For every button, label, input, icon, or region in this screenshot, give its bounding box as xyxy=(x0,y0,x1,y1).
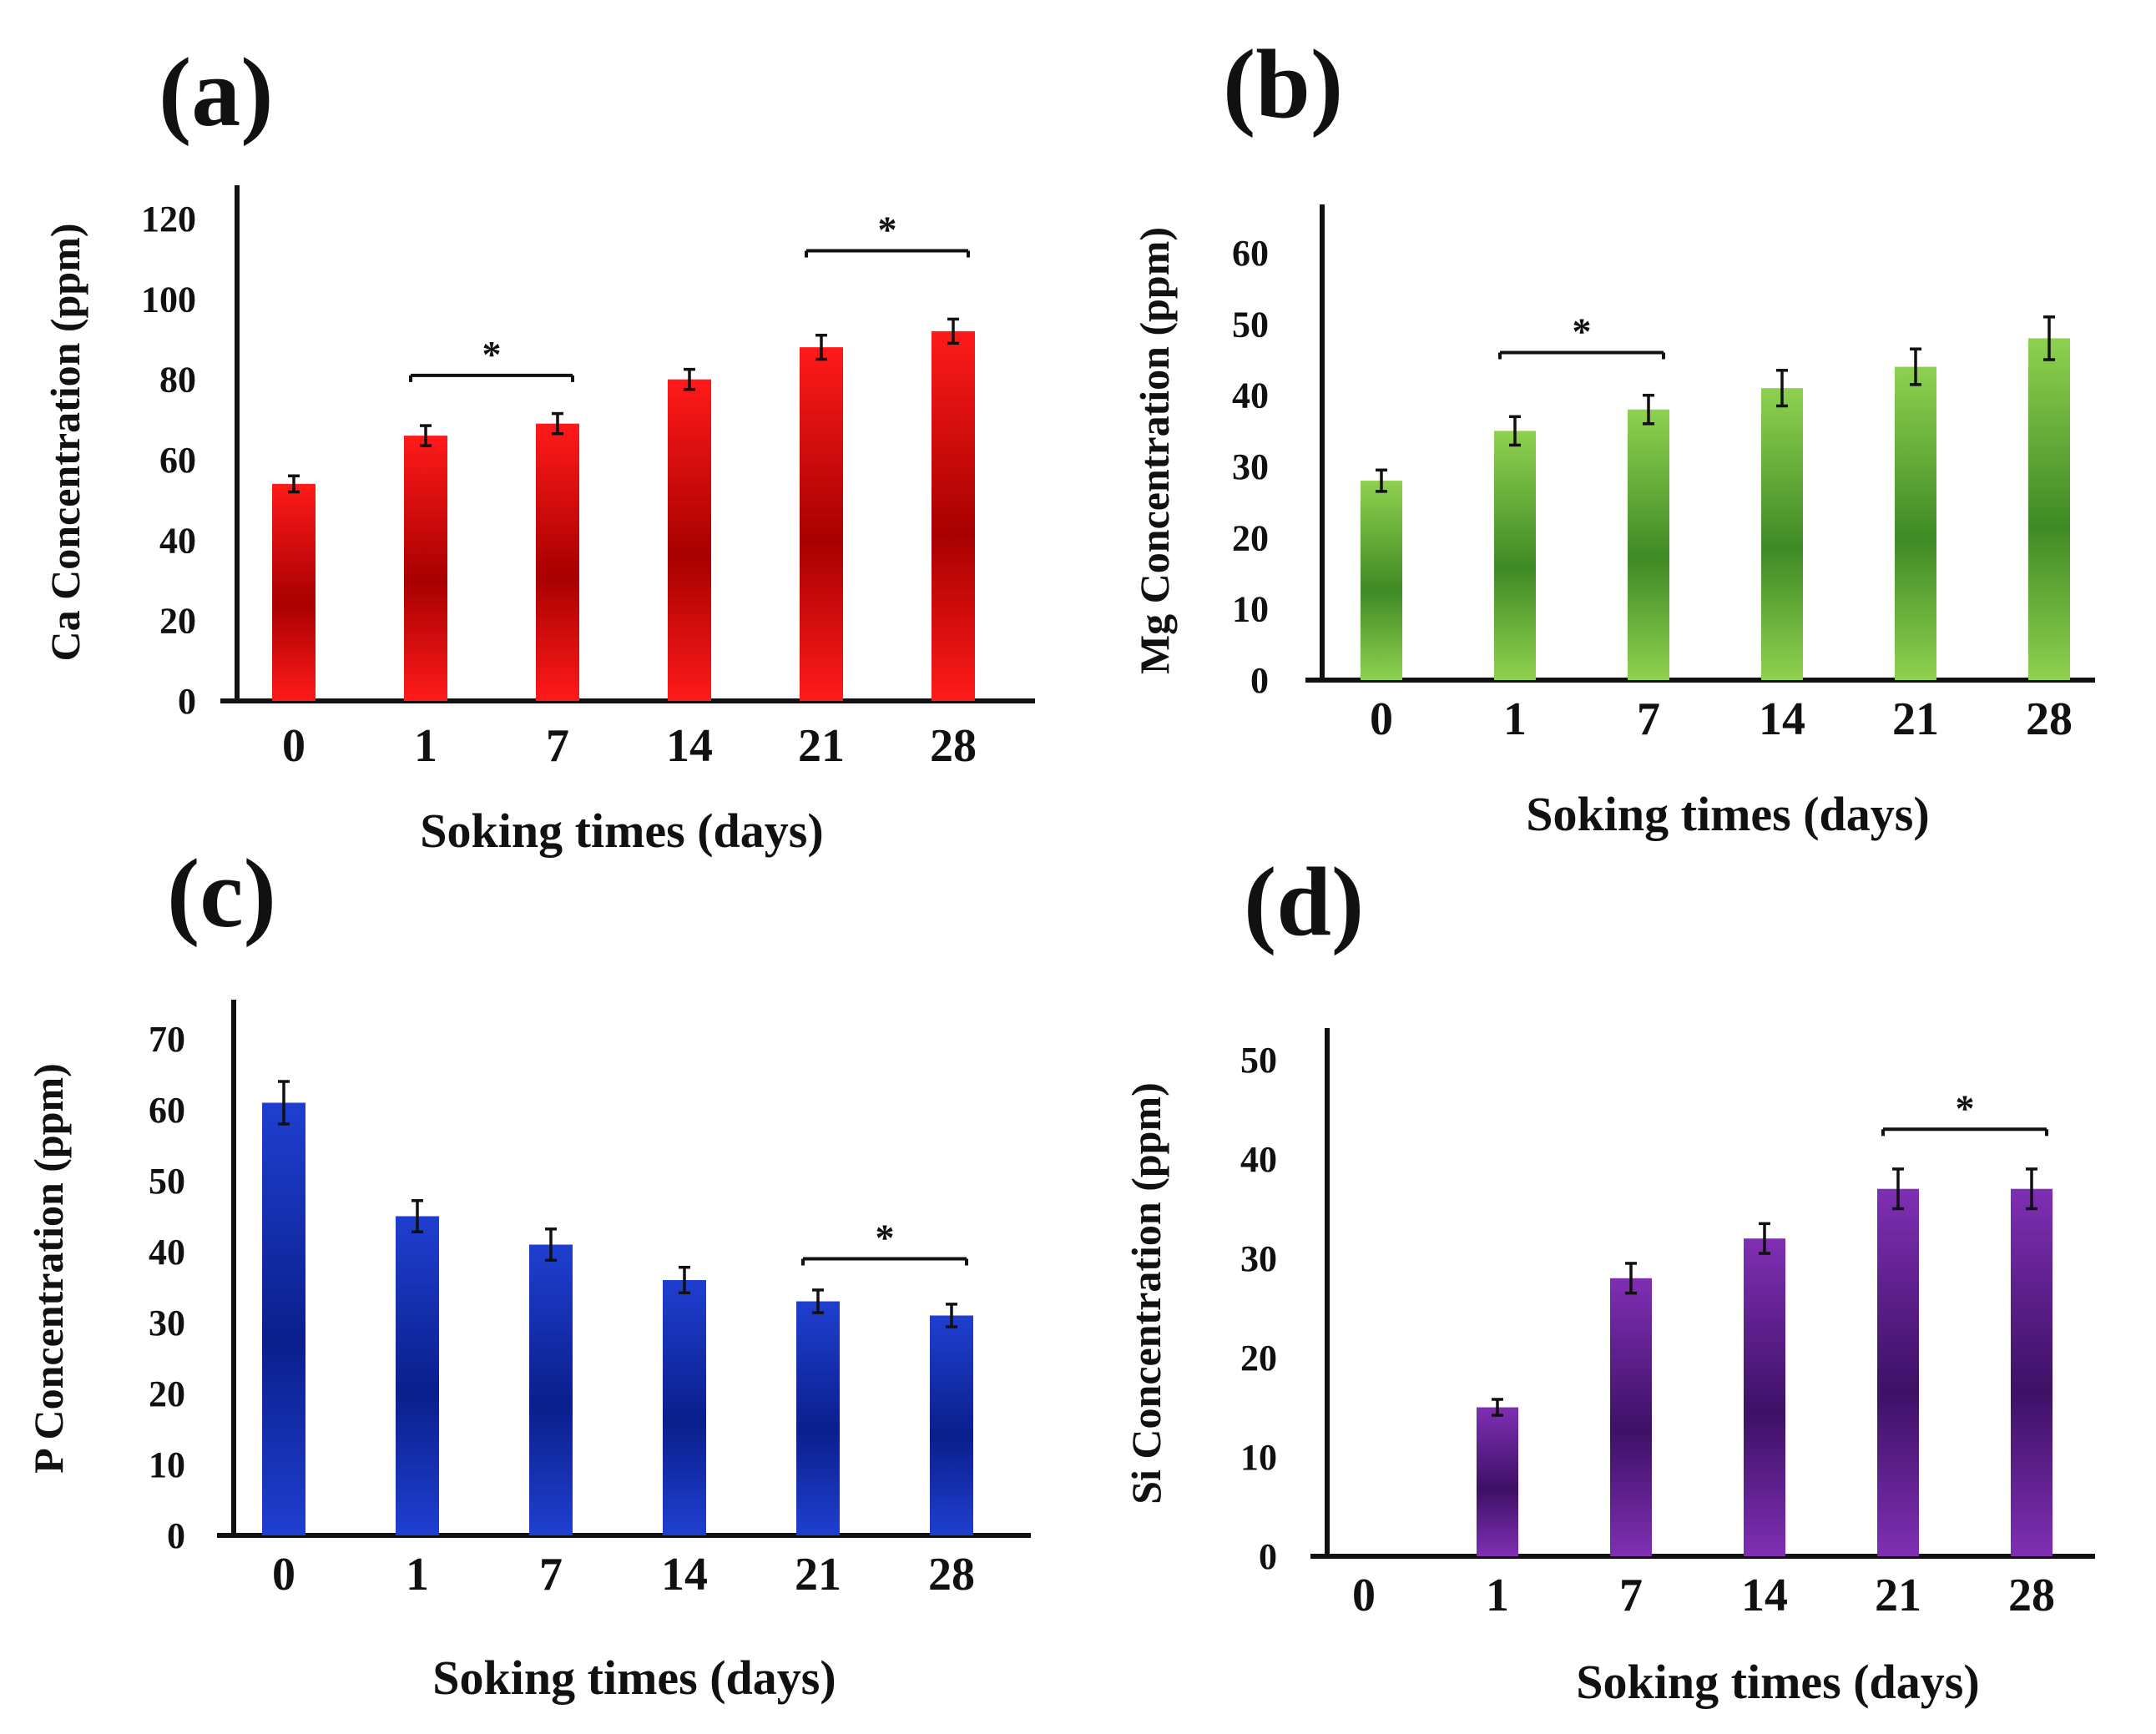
bar xyxy=(1628,409,1669,680)
bar xyxy=(272,483,316,701)
x-tick-label: 21 xyxy=(795,1549,841,1600)
x-tick-label: 7 xyxy=(1637,693,1660,745)
y-tick-label: 60 xyxy=(149,1090,185,1131)
y-tick-label: 10 xyxy=(149,1444,185,1485)
bar xyxy=(2028,338,2070,680)
x-tick-label: 14 xyxy=(1741,1570,1788,1621)
x-tick-label: 14 xyxy=(661,1549,708,1600)
bar xyxy=(800,347,843,701)
x-tick-label: 21 xyxy=(798,720,845,772)
significance-star: * xyxy=(1573,310,1592,352)
bar xyxy=(1877,1188,1919,1556)
bar xyxy=(1895,366,1936,680)
bar xyxy=(2011,1188,2052,1556)
bar xyxy=(1761,388,1803,680)
y-axis-label: Ca Concentration (ppm) xyxy=(42,224,88,662)
y-tick-label: 30 xyxy=(1240,1238,1277,1279)
chart-panel-1: (a) 0 20 40 60 80 100 120 0 1 7 14 21 28 * * Ca Concentr… xyxy=(42,38,1035,858)
y-tick-label: 30 xyxy=(149,1303,185,1343)
panel-label: (a) xyxy=(159,38,274,147)
y-tick-label: 60 xyxy=(159,440,196,481)
x-axis-label: Soking times (days) xyxy=(1576,1655,1979,1709)
y-tick-label: 20 xyxy=(159,601,196,642)
y-tick-label: 100 xyxy=(141,279,196,320)
x-tick-label: 7 xyxy=(539,1549,563,1600)
x-tick-label: 21 xyxy=(1892,693,1939,745)
x-tick-label: 1 xyxy=(406,1549,429,1600)
bar xyxy=(536,423,579,701)
y-axis-label: P Concentration (ppm) xyxy=(25,1063,72,1474)
x-tick-label: 0 xyxy=(1352,1570,1376,1621)
y-tick-label: 40 xyxy=(149,1232,185,1273)
y-tick-label: 50 xyxy=(1240,1040,1277,1081)
x-tick-label: 0 xyxy=(272,1549,295,1600)
significance-star: * xyxy=(482,333,502,376)
y-tick-label: 20 xyxy=(1240,1338,1277,1379)
y-tick-label: 0 xyxy=(1250,660,1269,701)
x-tick-label: 14 xyxy=(1759,693,1805,745)
bar xyxy=(1494,431,1536,680)
y-tick-label: 20 xyxy=(149,1374,185,1414)
bar xyxy=(663,1280,706,1535)
x-tick-label: 28 xyxy=(2008,1570,2055,1621)
x-axis-label: Soking times (days) xyxy=(432,1651,836,1705)
x-tick-label: 1 xyxy=(414,720,437,772)
x-axis-label: Soking times (days) xyxy=(1526,787,1929,841)
bar xyxy=(932,330,975,701)
y-axis-label: Si Concentration (ppm) xyxy=(1123,1082,1169,1505)
x-tick-label: 0 xyxy=(282,720,305,772)
y-tick-label: 50 xyxy=(1232,304,1269,345)
panel-label: (c) xyxy=(167,839,276,948)
x-tick-label: 14 xyxy=(666,720,713,772)
bar xyxy=(796,1301,840,1535)
y-tick-label: 50 xyxy=(149,1161,185,1202)
bar xyxy=(404,436,447,701)
chart-panel-2: (b) 0 10 20 30 40 50 60 0 1 7 14 21 28 * Mg Concentrati… xyxy=(1131,29,2095,841)
chart-panel-4: (d) 0 10 20 30 40 50 0 1 7 14 21 28 * Si Concentration… xyxy=(1123,847,2095,1709)
y-tick-label: 70 xyxy=(149,1019,185,1060)
y-tick-label: 120 xyxy=(141,199,196,239)
significance-star: * xyxy=(1956,1086,1975,1129)
significance-star: * xyxy=(876,1217,895,1259)
x-tick-label: 28 xyxy=(928,1549,975,1600)
x-tick-label: 28 xyxy=(930,720,977,772)
y-tick-label: 40 xyxy=(1240,1139,1277,1180)
y-tick-label: 0 xyxy=(1259,1536,1277,1577)
x-tick-label: 7 xyxy=(1619,1570,1643,1621)
bar xyxy=(668,379,711,701)
x-tick-label: 28 xyxy=(2026,693,2073,745)
y-tick-label: 40 xyxy=(1232,376,1269,416)
y-tick-label: 30 xyxy=(1232,446,1269,487)
y-tick-label: 10 xyxy=(1232,589,1269,630)
y-tick-label: 0 xyxy=(178,681,196,722)
bar xyxy=(1610,1278,1652,1556)
y-tick-label: 10 xyxy=(1240,1437,1277,1478)
x-tick-label: 21 xyxy=(1875,1570,1921,1621)
chart-panel-3: (c) 0 10 20 30 40 50 60 70 0 1 7 14 21 28 * P Concentrat… xyxy=(25,839,1031,1705)
bar xyxy=(1744,1238,1785,1556)
y-tick-label: 0 xyxy=(167,1515,185,1556)
bar xyxy=(930,1315,973,1535)
panel-label: (d) xyxy=(1244,847,1364,956)
significance-star: * xyxy=(878,209,897,251)
x-tick-label: 1 xyxy=(1503,693,1527,745)
x-tick-label: 1 xyxy=(1486,1570,1509,1621)
y-axis-label: Mg Concentration (ppm) xyxy=(1131,227,1178,674)
x-tick-label: 0 xyxy=(1370,693,1393,745)
bar xyxy=(529,1244,573,1535)
bar xyxy=(396,1216,439,1535)
x-axis-label: Soking times (days) xyxy=(420,804,823,858)
panel-label: (b) xyxy=(1223,29,1343,139)
x-tick-label: 7 xyxy=(546,720,569,772)
y-tick-label: 80 xyxy=(159,360,196,401)
y-tick-label: 40 xyxy=(159,520,196,561)
bar xyxy=(1361,481,1402,680)
bar xyxy=(1477,1407,1518,1556)
y-tick-label: 60 xyxy=(1232,233,1269,274)
y-tick-label: 20 xyxy=(1232,517,1269,558)
bar xyxy=(262,1102,305,1535)
